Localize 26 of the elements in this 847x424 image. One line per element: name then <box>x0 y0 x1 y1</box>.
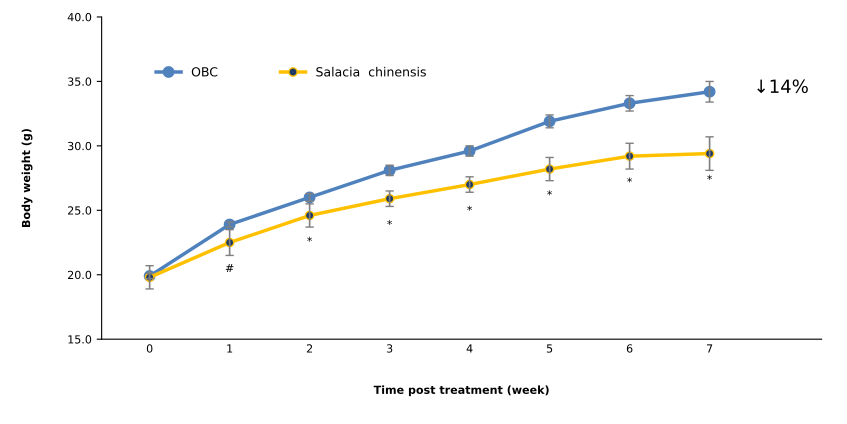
legend-label: Salacia chinensis <box>316 66 426 77</box>
annotation: * <box>547 190 552 196</box>
x-tick-label: 2 <box>306 344 312 353</box>
annotation: * <box>467 206 472 211</box>
text: ↓14% <box>757 79 808 94</box>
y-tick-label: 20.0 <box>68 270 92 280</box>
annotation: * <box>307 236 312 242</box>
x-tick-label: 0 <box>146 344 152 353</box>
annotation: * <box>387 220 392 225</box>
x-tick-label: 6 <box>626 344 632 353</box>
y-tick-label: 40.0 <box>68 12 92 22</box>
annotation: # <box>226 264 234 272</box>
y-axis-title: Body weight (g) <box>22 129 32 228</box>
x-tick-label: 3 <box>386 344 392 353</box>
x-axis-title: Time post treatment (week) <box>374 385 549 396</box>
legend-label: OBC <box>192 67 218 77</box>
x-tick-label: 1 <box>227 344 232 353</box>
annotation: * <box>627 177 632 182</box>
y-tick-label: 35.0 <box>68 77 92 86</box>
y-tick-label: 30.0 <box>68 142 92 150</box>
annotation: * <box>707 174 712 180</box>
y-tick-label: 25.0 <box>68 206 92 215</box>
x-tick-label: 4 <box>466 344 473 353</box>
x-tick-label: 5 <box>546 344 552 353</box>
x-tick-label: 7 <box>706 344 712 353</box>
y-tick-label: 15.0 <box>68 335 92 344</box>
